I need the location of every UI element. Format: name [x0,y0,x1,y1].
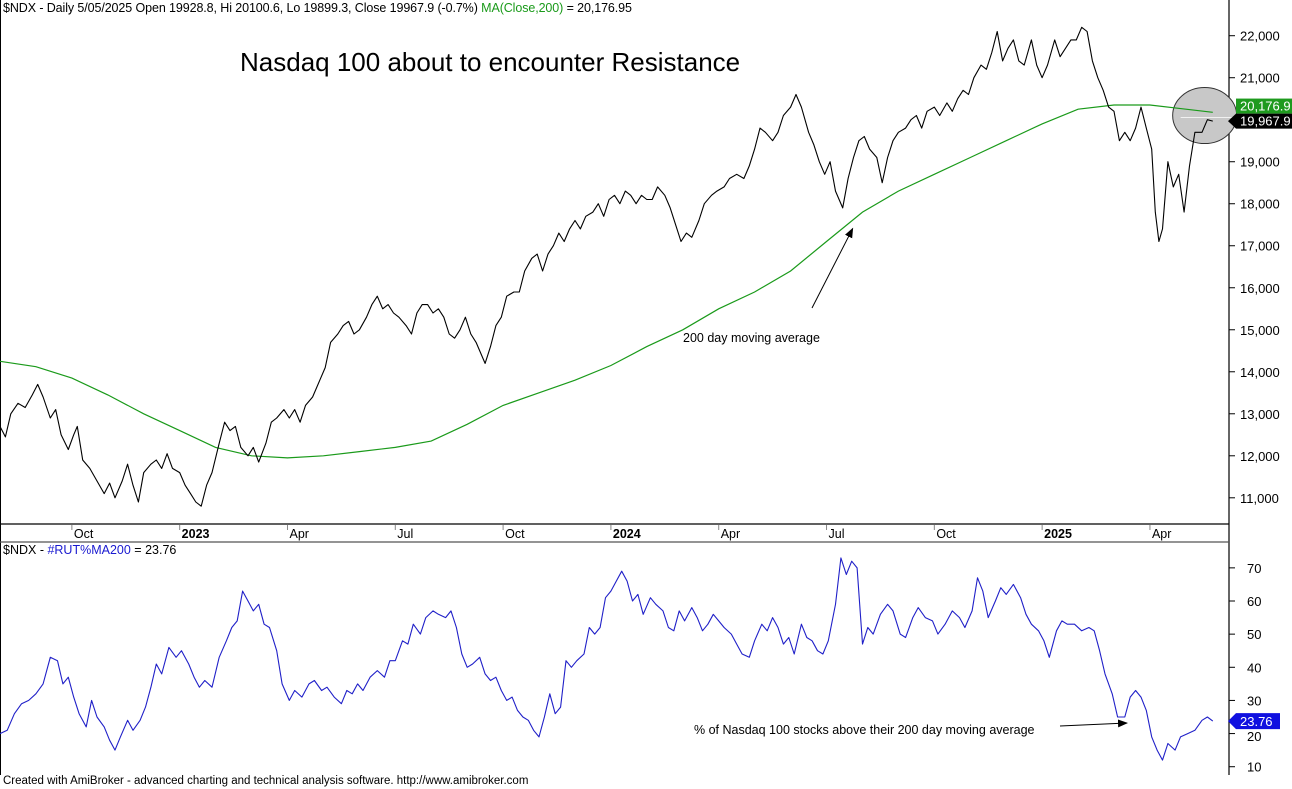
price-tick-label: 18,000 [1240,197,1280,212]
price-tick-label: 13,000 [1240,407,1280,422]
price-tick-label: 15,000 [1240,323,1280,338]
ma-annotation-arrow [811,227,854,309]
date-axis: Oct 2023 Apr Jul Oct 2024 Apr Jul Oct 2025 Apr [71,525,1171,541]
breadth-tick-label: 10 [1247,760,1261,775]
header-symbol-line: $NDX - Daily 5/05/2025 Open 19928.8, Hi … [3,1,478,15]
ma-value-tag-text: 20,176.9 [1240,99,1291,114]
chart-title: Nasdaq 100 about to encounter Resistance [240,47,741,77]
header-ma-label: MA(Close,200) [481,1,564,15]
breadth-line [0,557,1214,761]
date-tick-label: Jul [829,527,845,541]
breadth-axis-ticks: 10 20 30 40 50 60 70 [1229,561,1261,775]
date-tick-label: Apr [1152,527,1171,541]
price-tick-label: 11,000 [1240,491,1279,506]
date-tick-label: 2024 [613,527,641,541]
date-tick-label: 2023 [182,527,210,541]
price-tick-label: 19,000 [1240,155,1280,170]
breadth-tick-label: 20 [1247,729,1261,744]
breadth-annotation-arrow [1059,719,1128,728]
ma-annotation-label: 200 day moving average [683,331,820,345]
breadth-tick-label: 30 [1247,693,1261,708]
price-tick-label: 12,000 [1240,449,1280,464]
breadth-annotation-label: % of Nasdaq 100 stocks above their 200 d… [694,723,1035,737]
price-line [0,26,1213,507]
highlight-circle [1172,87,1238,145]
date-tick-label: Jul [397,527,413,541]
date-tick-label: Apr [721,527,740,541]
close-value-tag [1228,113,1292,129]
date-tick-label: Oct [505,527,525,541]
price-tick-label: 21,000 [1240,71,1280,86]
breadth-tick-label: 40 [1247,660,1261,675]
date-tick-label: Oct [74,527,94,541]
lower-header-prefix: $NDX - [3,543,48,557]
lower-header-value: = 23.76 [130,543,177,557]
price-axis-ticks: 11,000 12,000 13,000 14,000 15,000 16,000 17,0… [1229,29,1280,506]
breadth-value-tag [1228,713,1280,730]
price-tick-label: 16,000 [1240,281,1280,296]
annotations [811,227,1128,728]
breadth-tick-label: 50 [1247,627,1261,642]
date-tick-label: Apr [289,527,308,541]
price-tick-label: 14,000 [1240,365,1280,380]
value-tags: 20,176.919,967.9 23.76 [1228,98,1292,730]
breadth-plot [0,557,1214,761]
price-tick-label: 22,000 [1240,29,1280,44]
breadth-tick-label: 60 [1247,594,1261,609]
lower-header-indicator: #RUT%MA200 [47,543,131,557]
lower-panel-header: $NDX - #RUT%MA200 = 23.76 [3,543,176,557]
price-tick-label: 17,000 [1240,239,1280,254]
breadth-tick-label: 70 [1247,561,1261,576]
footer-credit: Created with AmiBroker - advanced charti… [3,775,529,787]
header-ma-value: = 20,176.95 [563,1,632,15]
ma-value-tag [1236,98,1292,114]
chart-header: $NDX - Daily 5/05/2025 Open 19928.8, Hi … [3,1,632,15]
date-tick-label: 2025 [1044,527,1072,541]
ma200-line [0,104,1213,459]
breadth-value-tag-text: 23.76 [1240,714,1273,729]
close-value-tag-text: 19,967.9 [1240,114,1291,129]
price-plot [0,26,1238,507]
date-tick-label: Oct [936,527,956,541]
